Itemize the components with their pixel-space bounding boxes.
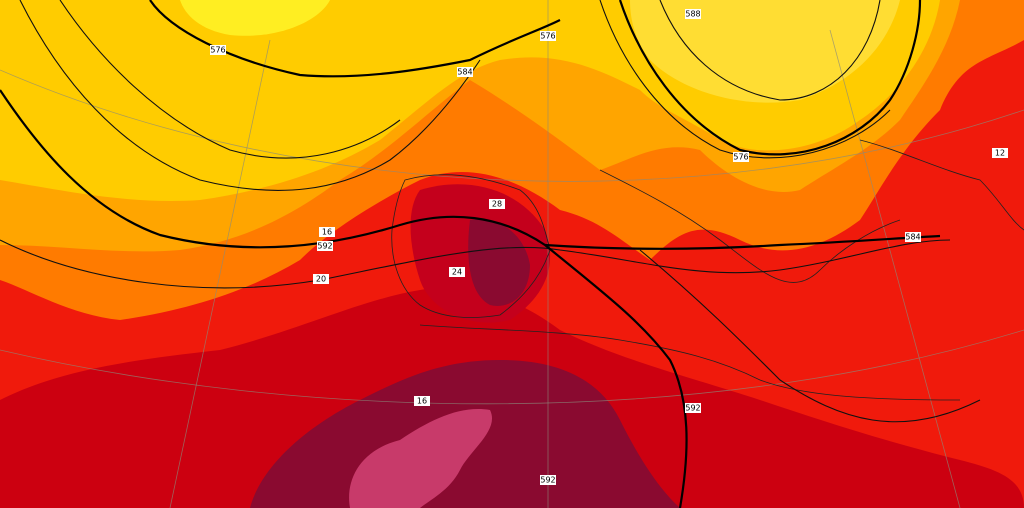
isoline [599,0,891,159]
label-background [414,396,430,406]
graticule [0,69,1024,182]
isoline-bold [149,0,561,78]
graticule [0,329,1024,405]
label-background [540,475,556,485]
label-background [685,403,701,413]
graticule [169,39,271,508]
contour-label: 592 [540,476,555,485]
isoline-bold [544,234,941,250]
contour-label: 576 [733,153,748,162]
label-background [905,232,921,242]
label-background [540,31,556,41]
pink-zone [349,409,493,508]
contour-label: 16 [322,228,332,237]
graticule [829,29,961,508]
label-background [457,67,473,77]
coastline [859,139,1024,231]
label-background [317,241,333,251]
contour-label: 584 [905,233,920,242]
coastline [599,169,901,283]
label-background [733,152,749,162]
isoline [659,0,881,101]
maroon-zone [468,219,530,306]
label-background [319,227,335,237]
isoline [19,0,481,191]
contour-label: 20 [316,275,326,284]
contour-label: 12 [995,149,1005,158]
contour-label: 592 [317,242,332,251]
contour-label: 588 [685,10,700,19]
isoline [0,239,951,289]
contour-label: 592 [685,404,700,413]
label-background [992,148,1008,158]
contour-label: 28 [492,200,502,209]
isoline [639,249,981,423]
isoline-bold [618,0,922,156]
isoline [59,0,401,159]
label-background [685,9,701,19]
contour-label: 584 [457,68,472,77]
contour-label: 576 [210,46,225,55]
coastline [391,174,551,318]
label-background [313,274,329,284]
label-background [210,45,226,55]
light-yellow-zone [630,0,900,103]
contour-label: 576 [540,32,555,41]
isoline-bold [0,89,688,508]
light-yellow-zone [180,0,330,36]
coastline [419,324,961,401]
contour-label: 16 [417,397,427,406]
contour-labels: 576 584 576 588 576 584 592 592 592 28 24 16 20 16 12 [210,9,1008,485]
label-background [489,199,505,209]
contour-label: 24 [452,268,462,277]
label-background [449,267,465,277]
